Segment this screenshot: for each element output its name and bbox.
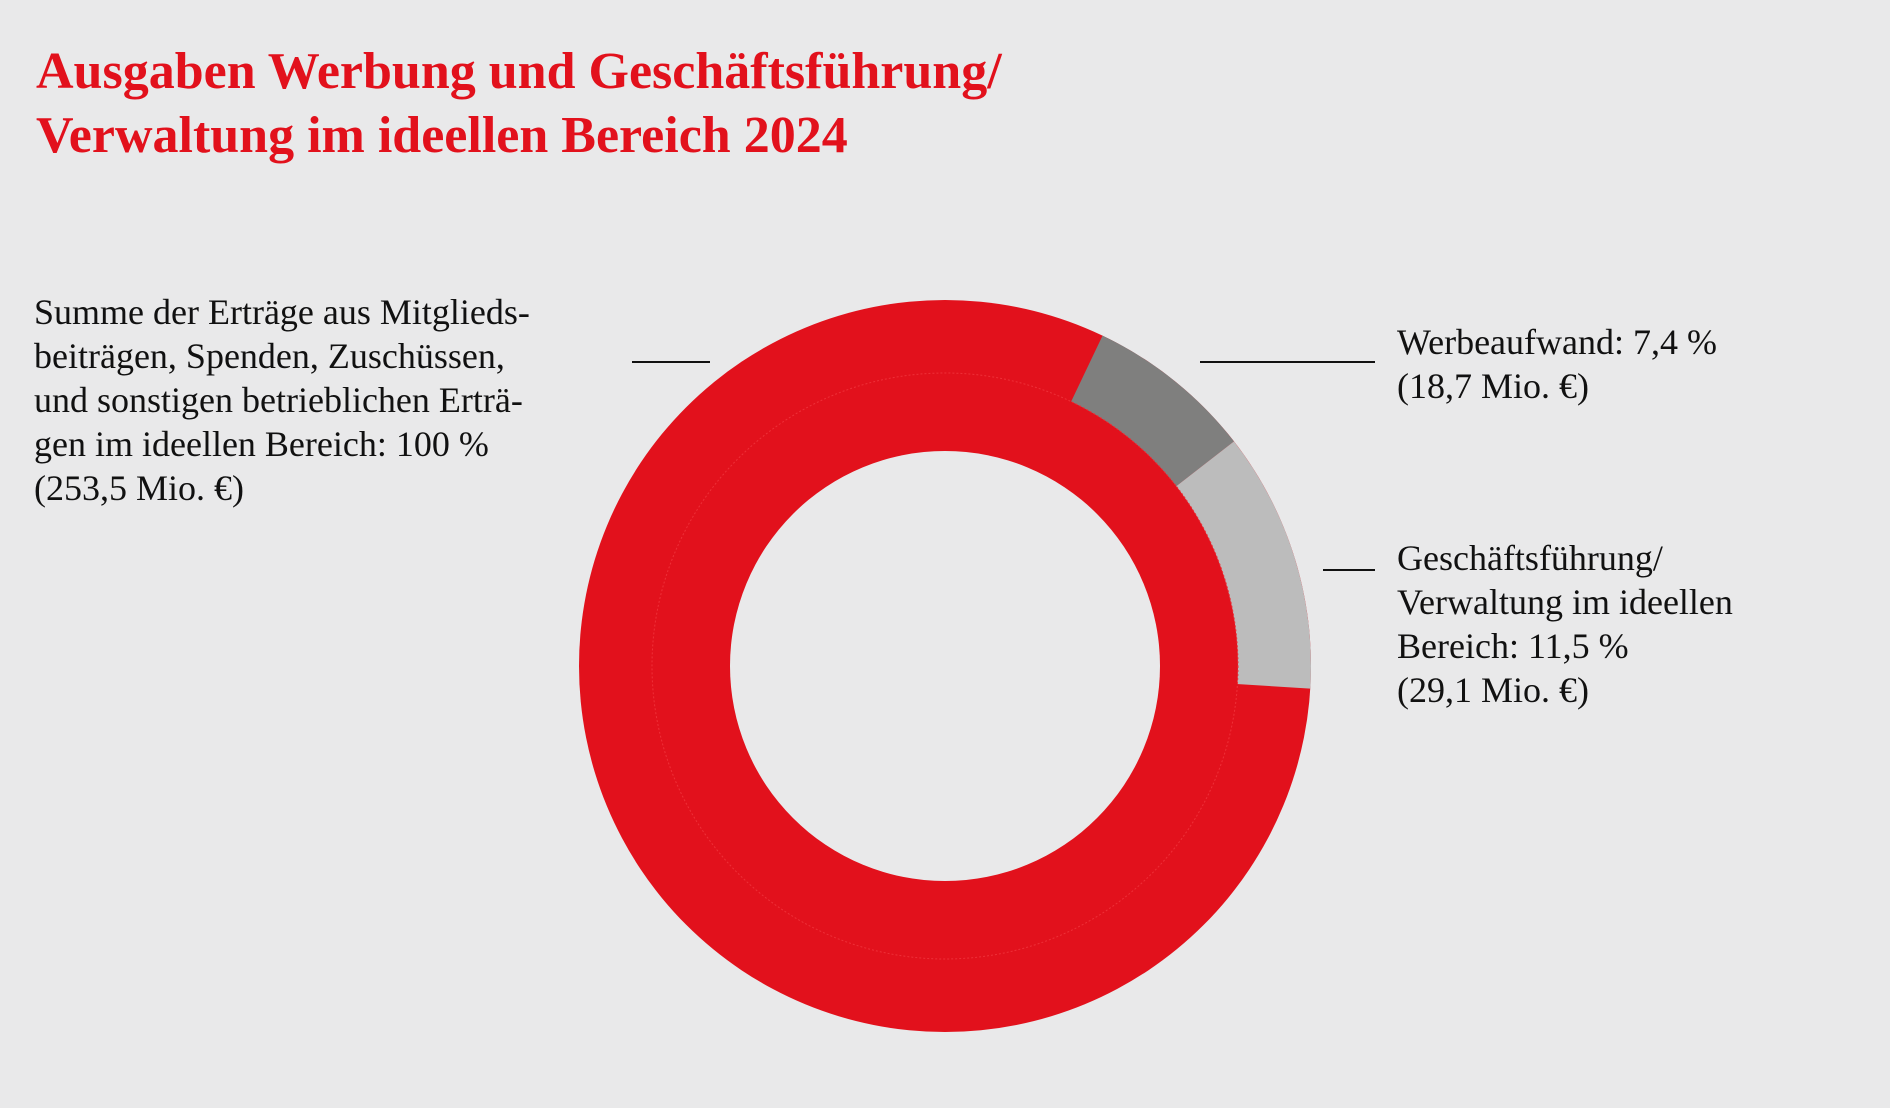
label-verwaltung-line: Bereich: 11,5 % [1397, 626, 1629, 666]
label-total-line: Summe der Erträge aus Mitglieds- [34, 292, 530, 332]
chart-title: Ausgaben Werbung und Geschäftsführung/ V… [36, 40, 1002, 168]
label-verwaltung-line: Geschäftsführung/ [1397, 538, 1663, 578]
label-werbeaufwand: Werbeaufwand: 7,4 % (18,7 Mio. €) [1397, 320, 1717, 408]
label-verwaltung-line: Verwaltung im ideellen [1397, 582, 1733, 622]
label-werbeaufwand-line: Werbeaufwand: 7,4 % [1397, 322, 1717, 362]
label-total-line: und sonstigen betrieblichen Erträ- [34, 380, 523, 420]
label-total: Summe der Erträge aus Mitglieds- beiträg… [34, 290, 530, 510]
label-total-line: beiträgen, Spenden, Zuschüssen, [34, 336, 505, 376]
label-verwaltung-line: (29,1 Mio. €) [1397, 670, 1589, 710]
chart-title-line-1: Ausgaben Werbung und Geschäftsführung/ [36, 43, 1002, 100]
inner-ring-boundary [651, 372, 1239, 960]
label-total-line: gen im ideellen Bereich: 100 % [34, 424, 489, 464]
label-total-line: (253,5 Mio. €) [34, 468, 244, 508]
donut-hole [730, 451, 1160, 881]
label-werbeaufwand-line: (18,7 Mio. €) [1397, 366, 1589, 406]
label-verwaltung: Geschäftsführung/ Verwaltung im ideellen… [1397, 536, 1733, 712]
chart-title-line-2: Verwaltung im ideellen Bereich 2024 [36, 107, 848, 164]
